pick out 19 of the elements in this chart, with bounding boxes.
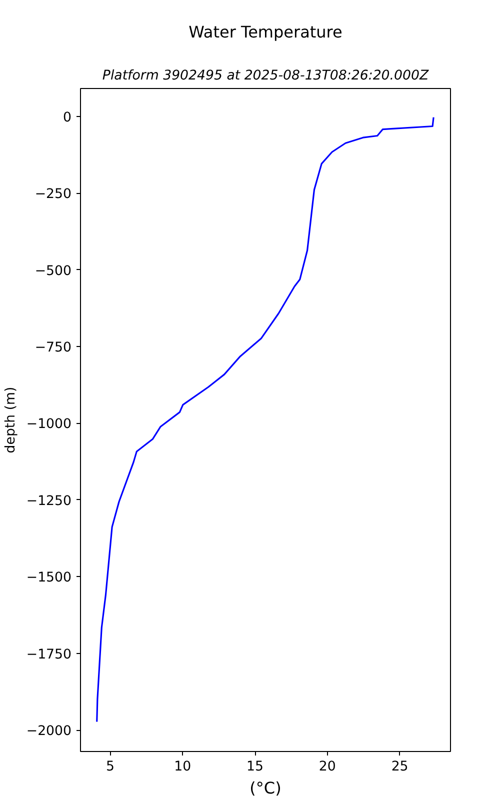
y-tick-label: 0 bbox=[63, 110, 72, 126]
chart-subtitle: Platform 3902495 at 2025-08-13T08:26:20.000Z bbox=[102, 68, 430, 84]
x-tick-label: 15 bbox=[246, 760, 264, 774]
y-axis-title: depth (m) bbox=[3, 386, 18, 454]
line-series bbox=[96, 116, 434, 723]
x-tick-label: 25 bbox=[391, 760, 408, 774]
y-tick-label: −1750 bbox=[26, 647, 72, 662]
y-tick-label: −750 bbox=[34, 340, 72, 356]
x-tick-label: 10 bbox=[174, 760, 192, 774]
chart-title: Water Temperature bbox=[188, 22, 342, 42]
x-tick-label: 20 bbox=[318, 760, 336, 774]
y-tick-label: −1500 bbox=[26, 570, 72, 586]
y-tick-label: −500 bbox=[34, 264, 72, 279]
y-tick-label: −1000 bbox=[26, 417, 72, 432]
y-tick-label: −2000 bbox=[26, 724, 72, 740]
x-axis-title: (°C) bbox=[250, 778, 282, 798]
y-tick-label: −1250 bbox=[26, 494, 72, 509]
x-tick-label: 5 bbox=[106, 760, 114, 774]
y-tick-label: −250 bbox=[34, 187, 72, 202]
